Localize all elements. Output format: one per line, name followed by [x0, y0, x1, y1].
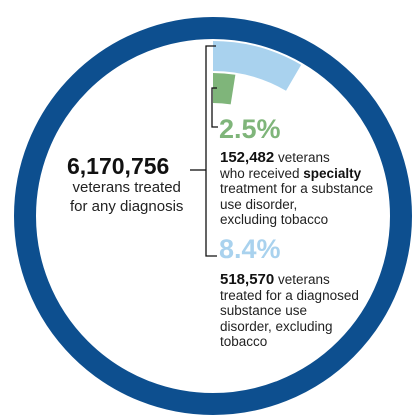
- total-line-1: veterans treated: [72, 179, 181, 196]
- diagnosed-arc: [213, 41, 302, 91]
- outer-ring: [14, 17, 412, 415]
- total-line-2: for any diagnosis: [70, 198, 184, 215]
- outer-bracket: [205, 45, 217, 257]
- specialty-line-3: treatment for a substance: [220, 181, 374, 196]
- specialty-bold-word: specialty: [303, 165, 362, 181]
- diagnosed-line-3: substance use: [220, 303, 308, 318]
- specialty-percent: 2.5%: [219, 114, 281, 144]
- diagnosed-percent: 8.4%: [219, 234, 281, 264]
- diagnosed-description: 518,570 veterans treated for a diagnosed…: [220, 272, 359, 350]
- bracket-lines: [190, 45, 218, 257]
- diagnosed-veterans: veterans: [274, 272, 330, 287]
- diagnosed-line-4: disorder, excluding: [220, 318, 333, 334]
- diagnosed-line-5: tobacco: [220, 334, 268, 349]
- specialty-description: 152,482 veterans who received specialty …: [220, 150, 373, 228]
- specialty-veterans: veterans: [274, 150, 330, 165]
- specialty-line-2: who received: [220, 165, 304, 181]
- diagnosed-line-2: treated for a diagnosed: [220, 287, 359, 303]
- diagnosed-count: 518,570: [220, 271, 275, 288]
- specialty-line-4: use disorder,: [220, 196, 298, 212]
- specialty-count: 152,482: [220, 149, 275, 166]
- specialty-arc: [213, 73, 236, 105]
- inner-bracket: [211, 87, 218, 128]
- specialty-line-5: excluding tobacco: [220, 212, 329, 227]
- total-description: veterans treated for any diagnosis: [70, 178, 183, 216]
- total-count: 6,170,756: [67, 153, 170, 179]
